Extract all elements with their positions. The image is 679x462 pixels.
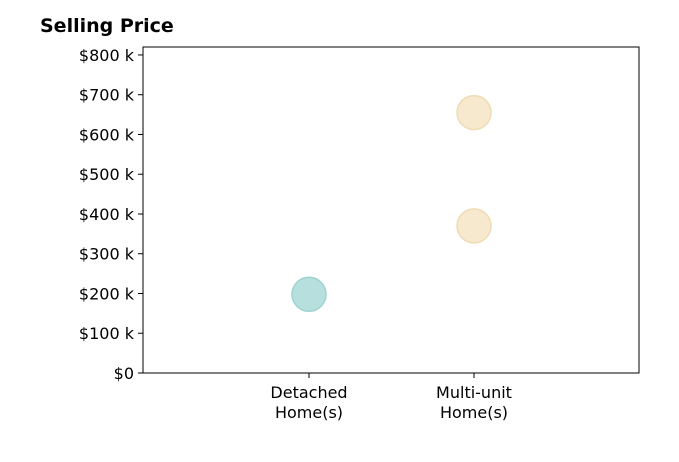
- y-tick-label: $300 k: [79, 245, 135, 264]
- data-point: [456, 208, 492, 244]
- y-tick-label: $700 k: [79, 86, 135, 105]
- data-point: [456, 94, 492, 131]
- x-tick-label: Multi-unit Home(s): [436, 383, 512, 422]
- y-tick-label: $800 k: [79, 46, 135, 65]
- y-tick-label: $400 k: [79, 205, 135, 224]
- y-tick-label: $100 k: [79, 324, 135, 343]
- x-tick-label: Detached Home(s): [270, 383, 347, 422]
- y-tick-label: $0: [114, 364, 134, 383]
- plot-frame: [142, 46, 640, 374]
- data-point: [291, 276, 327, 313]
- x-axis: Detached Home(s) Multi-unit Home(s): [270, 373, 512, 422]
- chart-title: Selling Price: [40, 15, 174, 37]
- y-tick-label: $500 k: [79, 165, 135, 184]
- y-axis: $0 $100 k $200 k $300 k $400 k $500 k $600 k $7…: [79, 46, 143, 383]
- data-points: [291, 94, 492, 313]
- y-tick-label: $600 k: [79, 125, 135, 144]
- y-tick-label: $200 k: [79, 284, 135, 303]
